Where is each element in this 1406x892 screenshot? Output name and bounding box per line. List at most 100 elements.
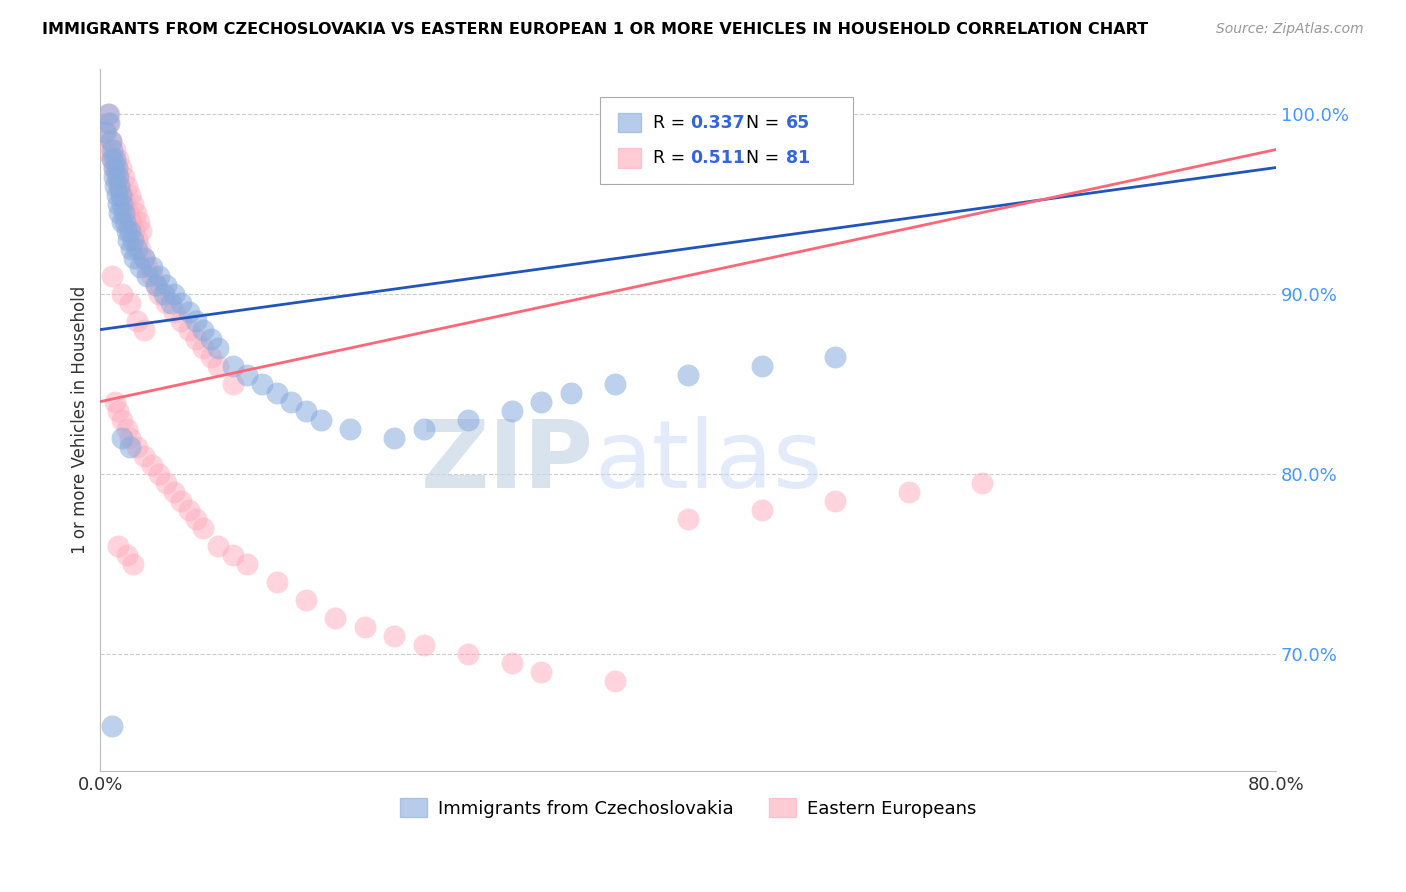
Point [108, 178, 131, 193]
Point [127, 233, 149, 247]
Point [170, 295, 193, 310]
Text: R =: R = [652, 149, 690, 167]
Point [177, 502, 200, 516]
Point [107, 403, 129, 417]
Point [120, 242, 142, 256]
Point [129, 260, 152, 274]
Point [177, 322, 200, 336]
Point [115, 548, 138, 562]
Point [152, 286, 174, 301]
Point [250, 376, 273, 391]
Point [105, 187, 128, 202]
Point [457, 412, 479, 426]
Point [103, 169, 125, 184]
Point [163, 304, 186, 318]
Point [98, 115, 121, 129]
Point [97, 115, 120, 129]
Point [127, 313, 149, 327]
Point [177, 304, 200, 318]
Point [117, 233, 139, 247]
Point [751, 359, 773, 373]
Point [118, 440, 141, 454]
Point [104, 394, 127, 409]
Point [339, 422, 361, 436]
Point [129, 242, 152, 256]
Point [103, 161, 125, 175]
Point [751, 502, 773, 516]
Text: 81: 81 [786, 149, 810, 167]
Point [141, 458, 163, 472]
Point [457, 647, 479, 661]
FancyBboxPatch shape [600, 96, 853, 185]
Point [676, 368, 699, 382]
Point [163, 286, 186, 301]
Point [221, 548, 243, 562]
Point [184, 332, 207, 346]
Point [354, 620, 377, 634]
Point [97, 106, 120, 120]
Point [145, 277, 167, 292]
Point [105, 169, 128, 184]
Point [603, 376, 626, 391]
Point [107, 152, 129, 166]
Point [145, 277, 167, 292]
Point [170, 313, 193, 327]
Text: N =: N = [735, 113, 785, 132]
Point [128, 214, 150, 228]
Point [107, 169, 129, 184]
Point [111, 431, 134, 445]
Point [193, 521, 215, 535]
Point [121, 196, 143, 211]
Text: 0.337: 0.337 [690, 113, 745, 132]
Point [501, 403, 523, 417]
Point [136, 260, 159, 274]
Point [141, 268, 163, 283]
Point [120, 214, 142, 228]
Point [108, 178, 131, 193]
Point [560, 385, 582, 400]
Point [501, 656, 523, 670]
Point [236, 368, 259, 382]
Point [111, 412, 134, 426]
Point [101, 143, 124, 157]
Point [412, 422, 434, 436]
Point [131, 223, 153, 237]
Point [155, 475, 177, 490]
Legend: Immigrants from Czechoslovakia, Eastern Europeans: Immigrants from Czechoslovakia, Eastern … [392, 791, 984, 825]
Text: 65: 65 [786, 113, 810, 132]
Point [115, 223, 138, 237]
Point [530, 665, 553, 679]
Point [530, 394, 553, 409]
Point [111, 286, 134, 301]
Point [148, 467, 170, 481]
Point [266, 574, 288, 589]
Point [104, 178, 127, 193]
Point [193, 341, 215, 355]
Point [118, 187, 141, 202]
Point [970, 475, 993, 490]
Point [108, 205, 131, 219]
Point [148, 268, 170, 283]
Point [295, 403, 318, 417]
Text: Source: ZipAtlas.com: Source: ZipAtlas.com [1216, 22, 1364, 37]
Point [107, 539, 129, 553]
Point [111, 187, 134, 202]
Point [101, 268, 124, 283]
Bar [617, 148, 641, 168]
Point [155, 277, 177, 292]
Point [100, 134, 122, 148]
Point [127, 242, 149, 256]
Point [266, 385, 288, 400]
Point [110, 161, 132, 175]
Point [127, 440, 149, 454]
Point [676, 511, 699, 525]
Point [163, 484, 186, 499]
Text: ZIP: ZIP [422, 416, 595, 508]
Point [207, 359, 229, 373]
Point [207, 539, 229, 553]
Point [134, 449, 156, 463]
Point [824, 493, 846, 508]
Point [124, 205, 146, 219]
Point [107, 196, 129, 211]
Point [115, 178, 138, 193]
